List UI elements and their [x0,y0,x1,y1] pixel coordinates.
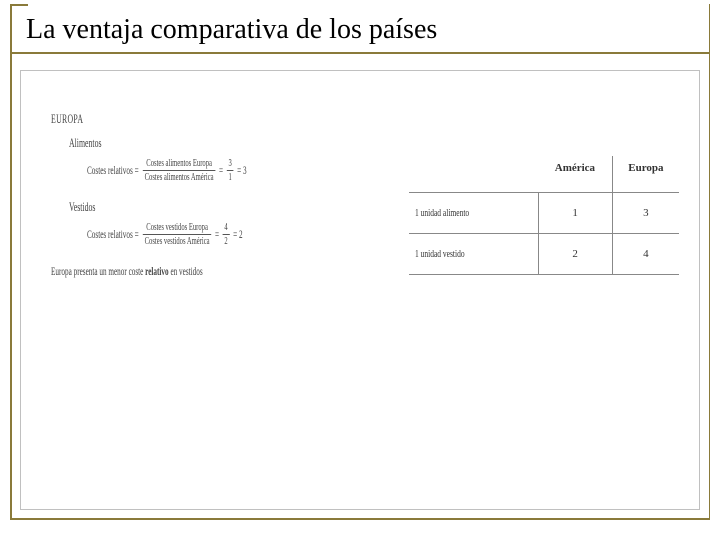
formula-label: Costes relativos = [87,163,139,178]
conclusion-post: en vestidos [169,264,203,278]
frac-den: 2 [223,235,230,248]
equals-sign: = [219,163,223,178]
frac-den: Costes vestidos América [143,235,211,248]
cost-table-wrap: América Europa 1 unidad alimento 1 3 1 u… [409,156,679,275]
table-row: 1 unidad vestido 2 4 [409,234,679,275]
product-label-alimentos: Alimentos [69,135,267,151]
frac-num: Costes vestidos Europa [143,221,211,235]
frac-den: Costes alimentos América [143,171,216,184]
fraction-short: 4 2 [223,221,230,247]
formula-result: = 3 [237,163,246,178]
slide-title: La ventaja comparativa de los países [26,14,437,46]
formula-vestidos: Costes relativos = Costes vestidos Europ… [87,221,267,247]
table-header-cell: América [538,156,612,193]
frac-den: 1 [227,171,234,184]
table-cell: 1 [538,193,612,234]
title-accent-top [10,4,28,6]
table-cell: 2 [538,234,612,275]
frac-num: Costes alimentos Europa [143,157,216,171]
formula-alimentos: Costes relativos = Costes alimentos Euro… [87,157,267,183]
formula-pane: EUROPA Alimentos Costes relativos = Cost… [51,111,267,279]
table-header-cell [409,156,538,193]
conclusion-bold: relativo [145,264,168,278]
table-cell: 1 unidad alimento [409,193,506,234]
conclusion-text: Europa presenta un menor coste relativo … [51,264,267,279]
frac-num: 3 [227,157,234,171]
conclusion-pre: Europa presenta un menor coste [51,264,145,278]
title-accent-bottom [10,52,710,54]
region-label: EUROPA [51,111,267,127]
table-header-row: América Europa [409,156,679,193]
fraction-short: 3 1 [227,157,234,183]
table-row: 1 unidad alimento 1 3 [409,193,679,234]
table-cell: 3 [612,193,679,234]
table-cell: 4 [612,234,679,275]
product-label-vestidos: Vestidos [69,199,267,215]
fraction-full: Costes vestidos Europa Costes vestidos A… [143,221,211,247]
cost-table: América Europa 1 unidad alimento 1 3 1 u… [409,156,679,275]
formula-label: Costes relativos = [87,227,139,242]
fraction-full: Costes alimentos Europa Costes alimentos… [143,157,216,183]
content-panel: EUROPA Alimentos Costes relativos = Cost… [20,70,700,510]
equals-sign: = [215,227,219,242]
title-bar: La ventaja comparativa de los países [10,4,710,58]
formula-result: = 2 [233,227,242,242]
table-header-cell: Europa [612,156,679,193]
table-cell: 1 unidad vestido [409,234,506,275]
bottom-accent-line [10,518,710,520]
frac-num: 4 [223,221,230,235]
